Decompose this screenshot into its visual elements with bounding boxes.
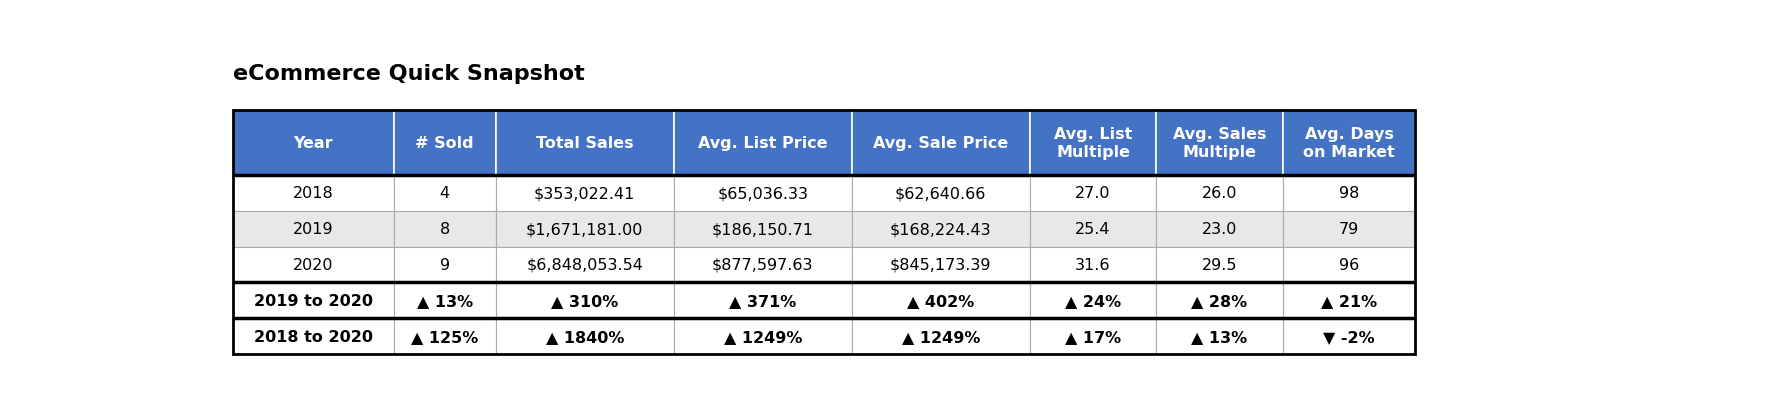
Text: 25.4: 25.4 (1074, 222, 1110, 237)
Bar (394, 318, 496, 354)
Text: Total Sales: Total Sales (536, 136, 634, 151)
Text: $168,224.43: $168,224.43 (890, 222, 991, 237)
Bar (1156, 211, 1282, 247)
Bar (394, 283, 496, 318)
Bar (1282, 211, 1415, 247)
Bar (1282, 318, 1415, 354)
Bar (1030, 211, 1156, 247)
Bar (1156, 283, 1282, 318)
Text: eCommerce Quick Snapshot: eCommerce Quick Snapshot (233, 64, 584, 84)
Text: ▲ 24%: ▲ 24% (1066, 293, 1121, 308)
Bar (1282, 111, 1415, 175)
Text: ▲ 125%: ▲ 125% (412, 329, 478, 344)
Text: ▲ 17%: ▲ 17% (1066, 329, 1121, 344)
Text: Year: Year (293, 136, 334, 151)
Bar (1030, 318, 1156, 354)
Text: 31.6: 31.6 (1074, 257, 1110, 272)
Text: Avg. Sales
Multiple: Avg. Sales Multiple (1172, 126, 1266, 160)
Text: $877,597.63: $877,597.63 (712, 257, 813, 272)
Text: $353,022.41: $353,022.41 (535, 186, 636, 201)
Text: 96: 96 (1339, 257, 1359, 272)
Text: ▲ 371%: ▲ 371% (730, 293, 796, 308)
Bar (394, 247, 496, 283)
Text: $62,640.66: $62,640.66 (895, 186, 986, 201)
Text: 9: 9 (440, 257, 449, 272)
Bar (1156, 111, 1282, 175)
Text: 2018 to 2020: 2018 to 2020 (254, 329, 373, 344)
Text: 2019 to 2020: 2019 to 2020 (254, 293, 373, 308)
Text: ▲ 13%: ▲ 13% (1192, 329, 1247, 344)
Bar (1030, 283, 1156, 318)
Text: 2019: 2019 (293, 222, 334, 237)
Text: 2020: 2020 (293, 257, 334, 272)
Text: Avg. Sale Price: Avg. Sale Price (874, 136, 1009, 151)
Bar (394, 111, 496, 175)
Bar (1282, 283, 1415, 318)
Text: 2018: 2018 (293, 186, 334, 201)
Text: 4: 4 (440, 186, 449, 201)
Text: ▼ -2%: ▼ -2% (1323, 329, 1375, 344)
Text: 29.5: 29.5 (1202, 257, 1238, 272)
Text: 26.0: 26.0 (1202, 186, 1238, 201)
Text: $845,173.39: $845,173.39 (890, 257, 991, 272)
Bar (1156, 247, 1282, 283)
Bar (1282, 247, 1415, 283)
Bar (1156, 175, 1282, 211)
Bar (1282, 175, 1415, 211)
Text: # Sold: # Sold (416, 136, 474, 151)
Text: ▲ 1249%: ▲ 1249% (723, 329, 803, 344)
Text: ▲ 13%: ▲ 13% (417, 293, 472, 308)
Text: $6,848,053.54: $6,848,053.54 (526, 257, 643, 272)
Text: Avg. List
Multiple: Avg. List Multiple (1053, 126, 1133, 160)
Bar (1030, 111, 1156, 175)
Text: 27.0: 27.0 (1074, 186, 1110, 201)
Text: ▲ 1249%: ▲ 1249% (902, 329, 980, 344)
Bar (1030, 247, 1156, 283)
Text: ▲ 28%: ▲ 28% (1192, 293, 1247, 308)
Text: ▲ 1840%: ▲ 1840% (545, 329, 623, 344)
Bar (1156, 318, 1282, 354)
Bar (394, 211, 496, 247)
Text: Avg. List Price: Avg. List Price (698, 136, 828, 151)
Bar (1030, 175, 1156, 211)
Text: Avg. Days
on Market: Avg. Days on Market (1304, 126, 1394, 160)
Text: 98: 98 (1339, 186, 1359, 201)
Text: $1,671,181.00: $1,671,181.00 (526, 222, 643, 237)
Text: $186,150.71: $186,150.71 (712, 222, 813, 237)
Text: 79: 79 (1339, 222, 1359, 237)
Text: ▲ 310%: ▲ 310% (551, 293, 618, 308)
Text: $65,036.33: $65,036.33 (718, 186, 808, 201)
Text: ▲ 402%: ▲ 402% (908, 293, 975, 308)
Bar (394, 175, 496, 211)
Text: 8: 8 (440, 222, 449, 237)
Text: ▲ 21%: ▲ 21% (1321, 293, 1376, 308)
Text: 23.0: 23.0 (1202, 222, 1238, 237)
